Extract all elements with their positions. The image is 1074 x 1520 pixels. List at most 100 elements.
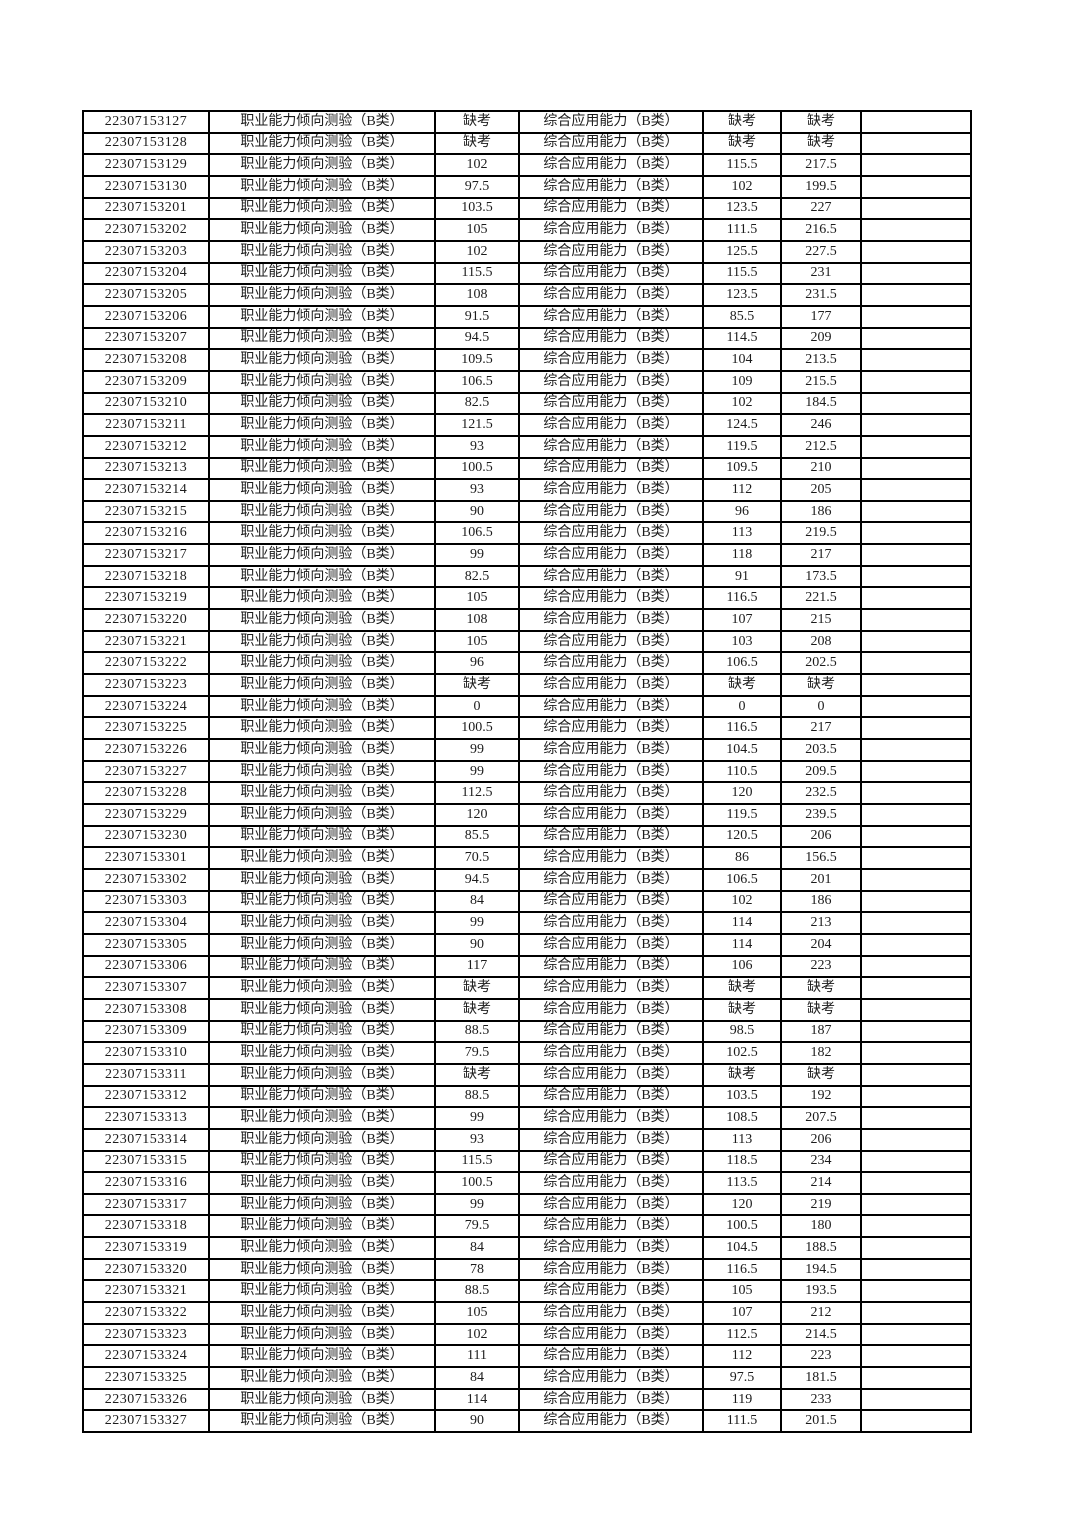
candidate-id-cell: 22307153308 <box>82 997 210 1022</box>
empty-cell <box>860 867 972 892</box>
comprehensive-score-cell: 104 <box>702 348 782 372</box>
comprehensive-subject-cell: 综合应用能力（B类） <box>518 673 704 697</box>
aptitude-score-cell: 94.5 <box>434 867 520 892</box>
total-score-cell: 缺考 <box>780 1062 862 1087</box>
empty-cell <box>860 456 972 481</box>
comprehensive-score-cell: 86 <box>702 846 782 870</box>
empty-cell <box>860 543 972 567</box>
total-score-cell: 186 <box>780 889 862 914</box>
comprehensive-subject-cell: 综合应用能力（B类） <box>518 976 704 1000</box>
aptitude-subject-cell: 职业能力倾向测验（B类） <box>208 586 436 611</box>
comprehensive-subject-cell: 综合应用能力（B类） <box>518 846 704 870</box>
empty-cell <box>860 608 972 632</box>
comprehensive-score-cell: 125.5 <box>702 239 782 264</box>
empty-cell <box>860 976 972 1000</box>
total-score-cell: 219.5 <box>780 521 862 546</box>
total-score-cell: 缺考 <box>780 976 862 1000</box>
empty-cell <box>860 1301 972 1325</box>
aptitude-subject-cell: 职业能力倾向测验（B类） <box>208 1257 436 1282</box>
comprehensive-subject-cell: 综合应用能力（B类） <box>518 369 704 394</box>
aptitude-score-cell: 108 <box>434 608 520 632</box>
aptitude-score-cell: 115.5 <box>434 261 520 286</box>
comprehensive-subject-cell: 综合应用能力（B类） <box>518 1171 704 1195</box>
comprehensive-score-cell: 102 <box>702 391 782 416</box>
aptitude-subject-cell: 职业能力倾向测验（B类） <box>208 348 436 372</box>
comprehensive-score-cell: 112.5 <box>702 1322 782 1347</box>
aptitude-score-cell: 105 <box>434 629 520 654</box>
candidate-id-cell: 22307153317 <box>82 1192 210 1217</box>
total-score-cell: 207.5 <box>780 1106 862 1130</box>
table-row: 22307153204 职业能力倾向测验（B类） 115.5 综合应用能力（B类） 11… <box>82 261 972 286</box>
empty-cell <box>860 586 972 611</box>
comprehensive-subject-cell: 综合应用能力（B类） <box>518 932 704 957</box>
aptitude-score-cell: 90 <box>434 1409 520 1434</box>
empty-cell <box>860 911 972 935</box>
comprehensive-score-cell: 116.5 <box>702 1257 782 1282</box>
candidate-id-cell: 22307153221 <box>82 629 210 654</box>
comprehensive-score-cell: 缺考 <box>702 1062 782 1087</box>
comprehensive-subject-cell: 综合应用能力（B类） <box>518 1236 704 1260</box>
comprehensive-subject-cell: 综合应用能力（B类） <box>518 1214 704 1239</box>
aptitude-score-cell: 96 <box>434 651 520 676</box>
aptitude-subject-cell: 职业能力倾向测验（B类） <box>208 478 436 502</box>
empty-cell <box>860 283 972 307</box>
aptitude-subject-cell: 职业能力倾向测验（B类） <box>208 651 436 676</box>
comprehensive-score-cell: 缺考 <box>702 997 782 1022</box>
empty-cell <box>860 499 972 524</box>
candidate-id-cell: 22307153214 <box>82 478 210 502</box>
candidate-id-cell: 22307153320 <box>82 1257 210 1282</box>
candidate-id-cell: 22307153128 <box>82 131 210 156</box>
comprehensive-subject-cell: 综合应用能力（B类） <box>518 1301 704 1325</box>
aptitude-score-cell: 93 <box>434 478 520 502</box>
aptitude-score-cell: 99 <box>434 738 520 762</box>
empty-cell <box>860 889 972 914</box>
candidate-id-cell: 22307153212 <box>82 434 210 459</box>
table-row: 22307153225 职业能力倾向测验（B类） 100.5 综合应用能力（B类） 11… <box>82 716 972 741</box>
aptitude-subject-cell: 职业能力倾向测验（B类） <box>208 543 436 567</box>
total-score-cell: 209 <box>780 326 862 351</box>
aptitude-score-cell: 120 <box>434 803 520 827</box>
empty-cell <box>860 326 972 351</box>
aptitude-score-cell: 93 <box>434 434 520 459</box>
table-row: 22307153202 职业能力倾向测验（B类） 105 综合应用能力（B类） 111.… <box>82 218 972 242</box>
empty-cell <box>860 716 972 741</box>
aptitude-score-cell: 112.5 <box>434 781 520 805</box>
total-score-cell: 232.5 <box>780 781 862 805</box>
table-row: 22307153303 职业能力倾向测验（B类） 84 综合应用能力（B类） 102 18… <box>82 889 972 914</box>
table-row: 22307153209 职业能力倾向测验（B类） 106.5 综合应用能力（B类） 10… <box>82 369 972 394</box>
comprehensive-score-cell: 104.5 <box>702 738 782 762</box>
total-score-cell: 192 <box>780 1084 862 1109</box>
candidate-id-cell: 22307153322 <box>82 1301 210 1325</box>
comprehensive-score-cell: 120 <box>702 781 782 805</box>
total-score-cell: 246 <box>780 413 862 437</box>
table-row: 22307153210 职业能力倾向测验（B类） 82.5 综合应用能力（B类） 102… <box>82 391 972 416</box>
aptitude-score-cell: 90 <box>434 932 520 957</box>
empty-cell <box>860 564 972 589</box>
empty-cell <box>860 434 972 459</box>
comprehensive-score-cell: 120.5 <box>702 824 782 849</box>
empty-cell <box>860 478 972 502</box>
comprehensive-subject-cell: 综合应用能力（B类） <box>518 434 704 459</box>
total-score-cell: 180 <box>780 1214 862 1239</box>
table-row: 22307153305 职业能力倾向测验（B类） 90 综合应用能力（B类） 114 20… <box>82 932 972 957</box>
aptitude-score-cell: 99 <box>434 1106 520 1130</box>
candidate-id-cell: 22307153225 <box>82 716 210 741</box>
comprehensive-score-cell: 118.5 <box>702 1149 782 1174</box>
aptitude-subject-cell: 职业能力倾向测验（B类） <box>208 781 436 805</box>
comprehensive-subject-cell: 综合应用能力（B类） <box>518 110 704 134</box>
comprehensive-score-cell: 105 <box>702 1279 782 1304</box>
table-row: 22307153320 职业能力倾向测验（B类） 78 综合应用能力（B类） 116.5… <box>82 1257 972 1282</box>
aptitude-subject-cell: 职业能力倾向测验（B类） <box>208 1062 436 1087</box>
comprehensive-score-cell: 118 <box>702 543 782 567</box>
comprehensive-score-cell: 114.5 <box>702 326 782 351</box>
table-row: 22307153312 职业能力倾向测验（B类） 88.5 综合应用能力（B类） 103… <box>82 1084 972 1109</box>
aptitude-subject-cell: 职业能力倾向测验（B类） <box>208 1041 436 1065</box>
aptitude-subject-cell: 职业能力倾向测验（B类） <box>208 369 436 394</box>
comprehensive-subject-cell: 综合应用能力（B类） <box>518 283 704 307</box>
candidate-id-cell: 22307153203 <box>82 239 210 264</box>
candidate-id-cell: 22307153314 <box>82 1127 210 1152</box>
comprehensive-subject-cell: 综合应用能力（B类） <box>518 326 704 351</box>
comprehensive-subject-cell: 综合应用能力（B类） <box>518 174 704 199</box>
empty-cell <box>860 131 972 156</box>
total-score-cell: 227 <box>780 196 862 221</box>
